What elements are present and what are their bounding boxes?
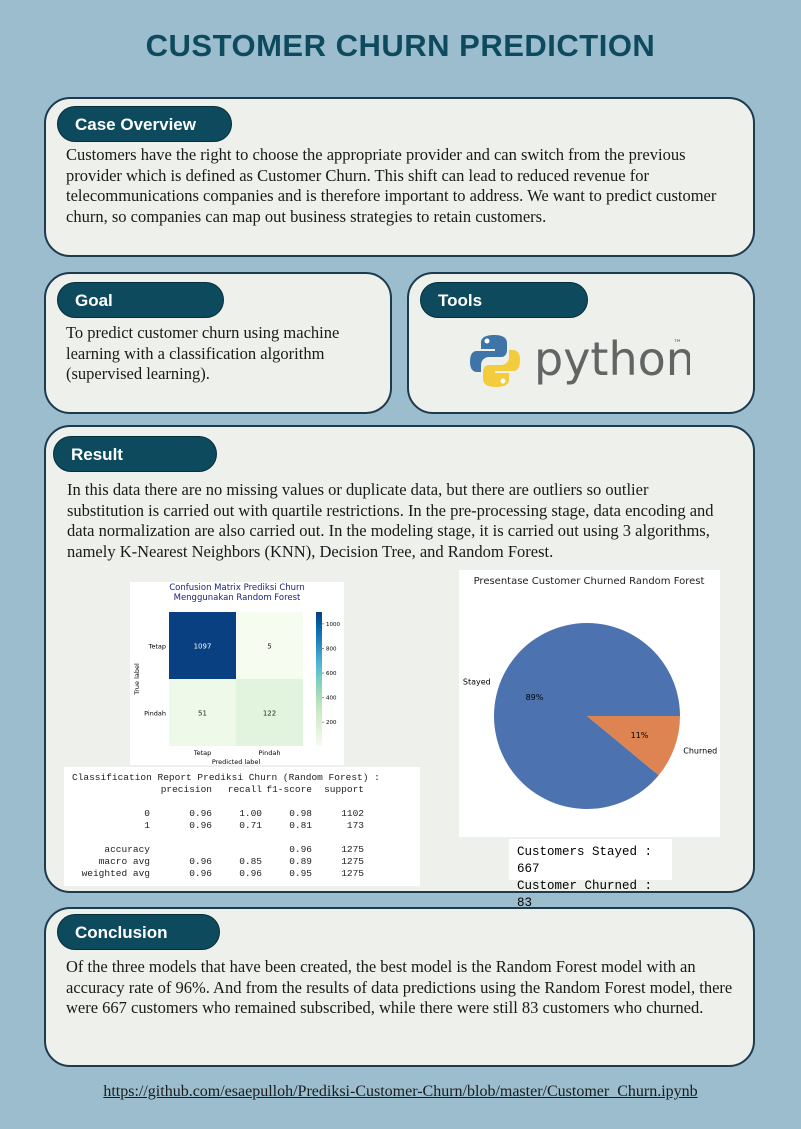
report-cell: 1102	[341, 807, 364, 819]
report-cell: 0	[144, 807, 150, 819]
report-cell	[212, 843, 262, 855]
report-row: 1 0.96 0.71 0.81 173	[72, 819, 364, 831]
logo-snake-yellow	[483, 350, 520, 387]
colorbar-tick-label: 600	[326, 671, 337, 677]
row-label: Pindah	[144, 710, 166, 718]
col-label: Tetap	[193, 749, 212, 757]
x-axis-label: Predicted label	[212, 758, 260, 765]
spacer-row	[72, 831, 364, 843]
report-cell: 1275	[341, 867, 364, 879]
report-table: precision recall f1-score support 0 0.96 1.00 0…	[72, 783, 364, 879]
col-label: Pindah	[259, 749, 281, 757]
count-line: Customers Stayed : 667	[517, 845, 653, 876]
confusion-matrix: Confusion Matrix Prediksi ChurnMenggunak…	[130, 582, 344, 765]
y-axis-label: True label	[133, 663, 141, 696]
slice-value-label: 89%	[526, 693, 544, 702]
report-cell	[150, 843, 212, 855]
column-label: precision	[160, 783, 212, 795]
logo-eye	[484, 338, 490, 344]
report-cell: 0.95	[289, 867, 312, 879]
spacer	[72, 831, 364, 843]
report-row: 0 0.96 1.00 0.98 1102	[72, 807, 364, 819]
colorbar-tick-label: 1000	[326, 622, 340, 628]
slice-label: Churned	[683, 747, 717, 756]
python-logo: python ™	[470, 332, 690, 387]
section-text: To predict customer churn using machine …	[66, 323, 340, 383]
classification-report: Classification Report Prediksi Churn (Ra…	[64, 767, 420, 886]
cell-label: 51	[198, 710, 207, 718]
report-cell: 1	[144, 819, 150, 831]
colorbar	[316, 612, 322, 746]
count-line: Customer Churned : 83	[517, 879, 653, 910]
report-cell: 0.96	[189, 819, 212, 831]
heatmap-cell	[236, 679, 303, 746]
logo-trademark: ™	[673, 339, 682, 349]
row-label: Tetap	[147, 643, 166, 651]
report-header: precision recall f1-score support	[72, 783, 364, 795]
report-cell: accuracy	[104, 843, 150, 855]
colorbar-tick-label: 400	[326, 696, 337, 702]
report-cell: 1275	[341, 843, 364, 855]
report-row: weighted avg 0.96 0.96 0.95 1275	[72, 867, 364, 879]
report-row: macro avg 0.96 0.85 0.89 1275	[72, 855, 364, 867]
cell-label: 122	[263, 710, 276, 718]
colorbar-tick-label: 800	[326, 646, 337, 652]
heatmap-cell	[169, 612, 236, 679]
cell-label: 1097	[194, 643, 212, 651]
spacer	[72, 783, 150, 795]
report-cell: 0.96	[289, 843, 312, 855]
section-text: Of the three models that have been creat…	[66, 957, 733, 1017]
report-cell: 0.98	[289, 807, 312, 819]
logo-text: python	[534, 332, 690, 386]
report-row: accuracy 0.96 1275	[72, 843, 364, 855]
pie-slice	[587, 716, 680, 776]
section-text: In this data there are no missing values…	[67, 480, 714, 561]
heatmap-cell	[169, 679, 236, 746]
report-cell: macro avg	[98, 855, 150, 867]
section-heading: Result	[53, 436, 217, 472]
report-cell: 0.71	[239, 819, 262, 831]
column-label: support	[324, 783, 364, 795]
heatmap-cell	[236, 612, 303, 679]
repo-link[interactable]: https://github.com/esaepulloh/Prediksi-C…	[103, 1083, 698, 1100]
report-cell: 0.96	[189, 855, 212, 867]
report-cell: 0.96	[189, 807, 212, 819]
report-cell: 0.96	[189, 867, 212, 879]
count-box: Customers Stayed : 667 Customer Churned :…	[509, 839, 672, 910]
report-cell: 173	[346, 819, 364, 831]
chart-title: Presentase Customer Churned Random Fores…	[474, 576, 705, 587]
report-cell: 0.81	[289, 819, 312, 831]
colorbar-tick-label: 200	[326, 720, 337, 726]
logo-eye	[500, 378, 506, 384]
chart-title: Menggunakan Random Forest	[174, 593, 301, 603]
column-label: recall	[227, 783, 262, 795]
spacer	[72, 795, 364, 807]
section-text: Customers have the right to choose the a…	[66, 145, 717, 226]
spacer-row	[72, 795, 364, 807]
slice-value-label: 11%	[631, 731, 649, 740]
logo-snake-blue	[470, 335, 507, 372]
slice-label: Stayed	[463, 677, 491, 686]
report-cell: weighted avg	[81, 867, 150, 879]
report-cell: 1.00	[239, 807, 262, 819]
report-cell: 0.89	[289, 855, 312, 867]
report-cell: 0.96	[239, 867, 262, 879]
report-title: Classification Report Prediksi Churn (Ra…	[72, 772, 380, 783]
pie-slice	[493, 623, 680, 809]
section-heading: Case Overview	[57, 106, 232, 142]
section-heading: Goal	[57, 282, 224, 318]
report-cell: 1275	[341, 855, 364, 867]
section-heading: Tools	[420, 282, 588, 318]
column-label: f1-score	[266, 783, 312, 795]
report-cell: 0.85	[239, 855, 262, 867]
pie-chart: Presentase Customer Churned Random Fores…	[459, 570, 720, 837]
chart-title: Confusion Matrix Prediksi Churn	[169, 583, 305, 593]
page-title: CUSTOMER CHURN PREDICTION	[145, 28, 656, 63]
section-heading: Conclusion	[57, 914, 220, 950]
cell-label: 5	[267, 643, 271, 651]
